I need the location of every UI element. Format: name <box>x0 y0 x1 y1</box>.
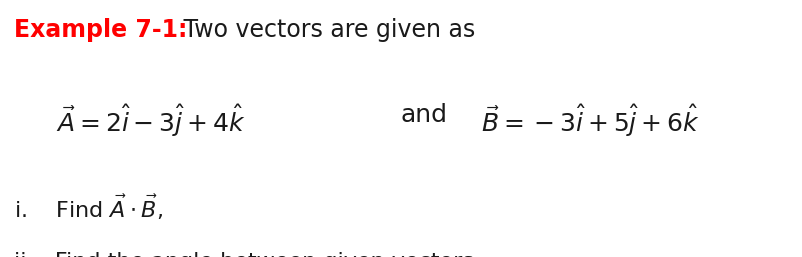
Text: Two vectors are given as: Two vectors are given as <box>176 18 476 42</box>
Text: $\vec{B} = -3\hat{i} + 5\hat{j} + 6\hat{k}$: $\vec{B} = -3\hat{i} + 5\hat{j} + 6\hat{… <box>481 103 700 140</box>
Text: and: and <box>401 103 448 127</box>
Text: ii.   Find the angle between given vectors: ii. Find the angle between given vectors <box>14 252 475 257</box>
Text: $\vec{A} = 2\hat{i} - 3\hat{j} + 4\hat{k}$: $\vec{A} = 2\hat{i} - 3\hat{j} + 4\hat{k… <box>56 103 245 140</box>
Text: i.    Find $\vec{A} \cdot \vec{B},$: i. Find $\vec{A} \cdot \vec{B},$ <box>14 193 164 222</box>
Text: Example 7-1:: Example 7-1: <box>14 18 188 42</box>
